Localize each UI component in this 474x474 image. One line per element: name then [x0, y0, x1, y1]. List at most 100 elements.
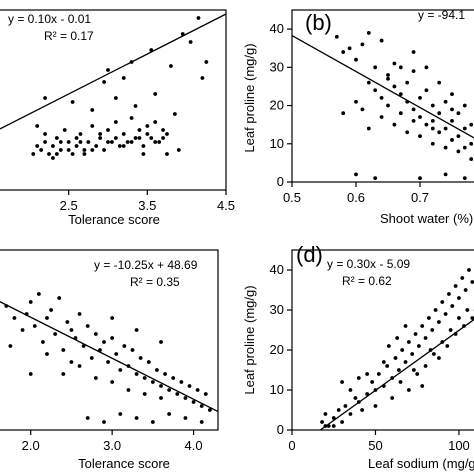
data-point: [430, 103, 435, 108]
data-point: [381, 384, 386, 388]
panel-b-scatter: (b) y = -94.1 Leaf proline (mg/g) Shoot …: [242, 8, 474, 226]
data-point: [373, 88, 378, 93]
data-point: [430, 126, 435, 131]
data-point: [423, 336, 428, 340]
data-point: [456, 134, 461, 139]
data-point: [102, 420, 106, 424]
data-point: [47, 152, 51, 156]
data-point: [447, 292, 451, 296]
data-point: [340, 380, 344, 384]
data-point: [456, 149, 461, 154]
data-point: [405, 99, 410, 104]
data-point: [129, 116, 134, 120]
data-point: [456, 111, 461, 116]
data-point: [94, 144, 99, 148]
data-point: [462, 176, 467, 181]
data-point: [430, 141, 435, 146]
plot-frame: [0, 249, 219, 431]
data-point: [78, 140, 83, 144]
data-point: [373, 404, 378, 408]
data-point: [469, 122, 474, 127]
data-point: [53, 332, 58, 336]
y-tick-label: 10: [270, 382, 284, 397]
data-point: [4, 304, 9, 308]
data-point: [86, 140, 91, 144]
data-point: [61, 372, 66, 376]
data-point: [90, 124, 95, 128]
data-point: [410, 352, 415, 356]
data-point: [180, 32, 185, 36]
panel-d-r2: R² = 0.62: [342, 274, 392, 288]
data-point: [395, 336, 400, 340]
data-point: [390, 376, 395, 380]
data-point: [440, 300, 445, 304]
data-point: [126, 388, 131, 392]
data-point: [360, 107, 365, 112]
data-point: [137, 136, 142, 140]
data-point: [379, 96, 384, 100]
data-point: [433, 308, 438, 312]
data-point: [469, 141, 474, 146]
data-point: [445, 344, 450, 348]
data-point: [348, 412, 353, 416]
data-point: [207, 408, 212, 412]
data-point: [66, 148, 71, 152]
data-point: [323, 424, 328, 428]
data-point: [354, 57, 358, 62]
panel-b-xlabel: Shoot water (%): [380, 211, 473, 226]
y-tick-label: 30: [270, 59, 284, 74]
data-point: [58, 148, 63, 152]
data-point: [66, 140, 71, 144]
data-point: [167, 388, 172, 392]
data-point: [183, 416, 188, 420]
data-point: [65, 320, 70, 324]
data-point: [411, 69, 416, 74]
data-point: [406, 340, 411, 344]
data-point: [393, 356, 398, 360]
data-point: [165, 152, 169, 156]
data-point: [141, 152, 146, 156]
data-point: [420, 384, 425, 388]
data-point: [58, 140, 63, 144]
data-point: [102, 340, 106, 344]
data-point: [196, 16, 201, 20]
data-point: [381, 360, 386, 364]
data-point: [69, 360, 74, 364]
data-point: [413, 332, 418, 336]
data-point: [398, 380, 403, 384]
data-point: [360, 408, 365, 412]
data-point: [134, 416, 139, 420]
data-point: [117, 144, 122, 148]
data-point: [138, 356, 143, 360]
data-point: [195, 388, 200, 392]
x-tick-label: 50: [368, 438, 382, 453]
data-point: [366, 80, 371, 85]
data-point: [45, 352, 49, 356]
data-point: [398, 92, 403, 96]
x-tick-label: 3.0: [103, 438, 121, 453]
data-point: [54, 136, 59, 140]
data-point: [73, 336, 78, 340]
data-point: [74, 144, 79, 148]
data-point: [356, 400, 361, 404]
data-point: [386, 103, 390, 108]
data-point: [199, 420, 204, 424]
data-point: [155, 368, 159, 372]
data-point: [450, 107, 454, 112]
data-point: [453, 284, 458, 288]
panel-d-equation: y = 0.30x - 5.09: [327, 257, 410, 271]
data-point: [430, 118, 435, 123]
data-point: [470, 280, 474, 284]
data-point: [98, 132, 103, 136]
data-point: [411, 107, 416, 112]
data-point: [354, 99, 358, 104]
data-point: [167, 412, 172, 416]
x-tick-label: 2.0: [22, 438, 40, 453]
data-point: [437, 356, 441, 360]
data-point: [145, 132, 150, 136]
x-tick-label: 3.5: [138, 198, 156, 213]
data-point: [149, 48, 154, 52]
data-point: [418, 176, 422, 181]
data-point: [424, 65, 429, 70]
data-point: [141, 144, 146, 148]
